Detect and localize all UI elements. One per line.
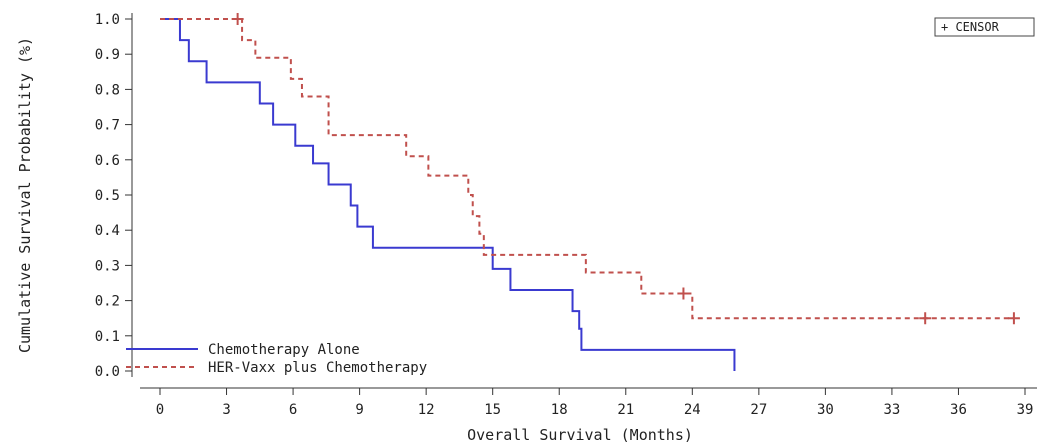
y-tick-label: 0.9 [95, 47, 120, 63]
y-tick-label: 0.7 [95, 118, 120, 134]
legend-label: HER-Vaxx plus Chemotherapy [208, 360, 427, 376]
y-tick-label: 1.0 [95, 12, 120, 28]
y-axis-title: Cumulative Survival Probability (%) [16, 37, 34, 353]
x-tick-label: 3 [222, 402, 230, 418]
x-tick-label: 21 [617, 402, 634, 418]
x-tick-label: 30 [817, 402, 834, 418]
x-axis-title: Overall Survival (Months) [467, 426, 693, 444]
y-tick-label: 0.5 [95, 188, 120, 204]
series-line-1 [160, 18, 736, 371]
series-lines [160, 18, 1014, 371]
censor-mark [677, 287, 690, 300]
y-tick-label: 0.3 [95, 258, 120, 274]
x-axis: 0 3 6 9 12 15 18 21 24 27 30 33 36 39 [140, 387, 1037, 418]
censor-mark [231, 13, 244, 25]
y-tick-label: 0.2 [95, 294, 120, 310]
censor-marks [231, 13, 1020, 325]
legend: Chemotherapy Alone HER-Vaxx plus Chemothe… [126, 342, 427, 376]
x-tick-label: 39 [1017, 402, 1034, 418]
x-tick-label: 18 [551, 402, 568, 418]
y-axis: 0.0 0.1 0.2 0.3 0.4 0.5 0.6 0.7 0.8 0.9 1.0 [95, 12, 133, 380]
censor-key-label: + CENSOR [941, 20, 1000, 34]
y-tick-label: 0.4 [95, 223, 120, 239]
x-tick-label: 36 [950, 402, 967, 418]
y-tick-label: 0.0 [95, 364, 120, 380]
x-tick-label: 15 [484, 402, 501, 418]
x-tick-label: 33 [883, 402, 900, 418]
x-tick-label: 6 [289, 402, 297, 418]
x-tick-label: 0 [156, 402, 164, 418]
x-tick-label: 12 [418, 402, 435, 418]
censor-mark [1007, 312, 1020, 325]
x-tick-label: 27 [750, 402, 767, 418]
censor-mark [919, 312, 932, 325]
x-tick-label: 9 [355, 402, 363, 418]
series-line-2 [160, 18, 1014, 320]
y-tick-label: 0.8 [95, 82, 120, 98]
x-tick-label: 24 [684, 402, 701, 418]
y-tick-label: 0.1 [95, 329, 120, 345]
censor-key: + CENSOR [934, 17, 1035, 37]
legend-label: Chemotherapy Alone [208, 342, 360, 358]
y-tick-label: 0.6 [95, 153, 120, 169]
censor-key-box [934, 17, 1035, 37]
